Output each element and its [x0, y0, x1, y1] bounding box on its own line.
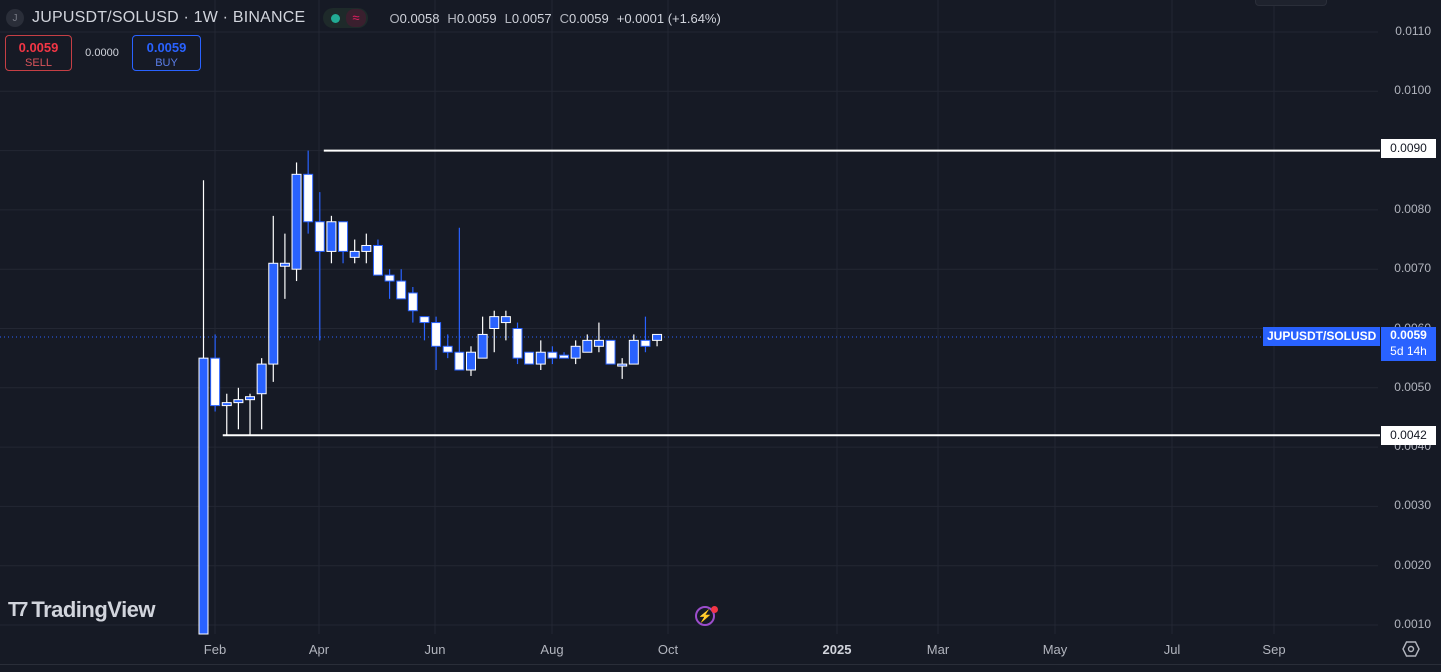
candle	[198, 180, 209, 635]
close-key: C	[559, 10, 569, 26]
tradingview-mark-icon: T7	[8, 598, 28, 621]
candle	[349, 239, 360, 264]
sell-button[interactable]: 0.0059 SELL	[5, 35, 72, 71]
chart-header: J JUPUSDT/SOLUSD · 1W · BINANCE ≈ O0.005…	[6, 6, 721, 30]
candle	[210, 334, 221, 412]
candle	[326, 215, 337, 264]
tradingview-logo[interactable]: T7 TradingView	[8, 597, 156, 623]
candle	[628, 334, 639, 365]
top-toolbar-widget[interactable]	[1255, 0, 1327, 6]
axis-separator	[0, 664, 1441, 665]
candle	[477, 316, 488, 359]
resistance-line-label[interactable]: 0.0090	[1381, 139, 1436, 158]
change-value: +0.0001 (+1.64%)	[616, 10, 721, 26]
candle	[535, 340, 546, 371]
candle	[524, 351, 535, 365]
buy-button[interactable]: 0.0059 BUY	[132, 35, 201, 71]
open-key: O	[389, 10, 400, 26]
bar-countdown: 5d 14h	[1390, 344, 1427, 358]
candle	[454, 227, 465, 371]
buy-label: BUY	[155, 57, 178, 69]
candle	[512, 322, 523, 365]
current-price-value: 0.0059	[1390, 328, 1427, 342]
candle	[384, 269, 395, 299]
candle	[593, 322, 604, 353]
candle	[245, 393, 256, 436]
settings-hex-icon[interactable]	[1402, 640, 1420, 658]
candle	[640, 316, 651, 353]
trade-panel: 0.0059 SELL 0.0000 0.0059 BUY	[5, 35, 201, 71]
time-tick-label: Mar	[926, 642, 950, 657]
close-value: 0.0059	[568, 10, 609, 26]
symbol-price-tag: JUPUSDT/SOLUSD	[1263, 327, 1381, 346]
candle	[547, 346, 558, 365]
symbol-logo-icon[interactable]: J	[6, 9, 24, 27]
open-value: 0.0058	[399, 10, 440, 26]
time-tick-label: Aug	[540, 642, 564, 657]
ohlc-legend: O0.0058 H0.0059 L0.0057 C0.0059 +0.0001 …	[390, 11, 721, 26]
candle	[361, 233, 372, 264]
buy-price: 0.0059	[146, 40, 187, 55]
high-value: 0.0059	[456, 10, 497, 26]
candle	[221, 393, 232, 436]
spread-value: 0.0000	[85, 47, 119, 59]
candle	[570, 340, 581, 365]
time-tick-label: Feb	[203, 642, 227, 657]
high-key: H	[447, 10, 457, 26]
candle	[396, 269, 407, 300]
wave-icon: ≈	[346, 9, 366, 27]
low-key: L	[504, 10, 512, 26]
candle	[465, 346, 476, 376]
low-value: 0.0057	[511, 10, 552, 26]
time-tick-label: Apr	[308, 642, 330, 657]
time-tick-label: May	[1042, 642, 1068, 657]
candle	[291, 162, 302, 282]
candle	[605, 339, 616, 365]
candle	[431, 316, 442, 371]
candle	[617, 358, 628, 379]
market-status[interactable]: ≈	[323, 8, 368, 28]
symbol-title[interactable]: JUPUSDT/SOLUSD · 1W · BINANCE	[32, 9, 306, 26]
candle	[256, 358, 267, 430]
sell-price: 0.0059	[18, 40, 59, 55]
candle	[279, 233, 290, 299]
current-price-tag: 0.0059 5d 14h	[1381, 327, 1436, 361]
price-tick-label: 0.0020	[1394, 557, 1431, 572]
price-tick-label: 0.0050	[1394, 379, 1431, 394]
price-tick-label: 0.0010	[1394, 617, 1431, 631]
candle	[652, 333, 663, 347]
candle	[582, 334, 593, 353]
candle	[268, 215, 279, 382]
notification-dot-icon	[711, 606, 718, 613]
price-tick-label: 0.0070	[1394, 261, 1431, 276]
candle	[500, 310, 511, 341]
price-tick-label: 0.0100	[1394, 83, 1431, 98]
price-tick-label: 0.0110	[1395, 24, 1431, 38]
candle	[489, 310, 500, 353]
candle	[303, 150, 314, 234]
support-line-label[interactable]: 0.0042	[1381, 426, 1436, 445]
candle	[314, 192, 325, 341]
candle	[419, 316, 430, 341]
time-tick-label: Jun	[424, 642, 446, 657]
time-tick-label: Oct	[657, 642, 679, 657]
candle	[338, 221, 349, 264]
time-tick-label: 2025	[822, 642, 852, 657]
candle	[372, 239, 383, 276]
candle	[559, 352, 570, 359]
tradingview-wordmark: TradingView	[31, 597, 156, 622]
candle	[407, 286, 418, 323]
sell-label: SELL	[25, 57, 52, 69]
candle	[442, 334, 453, 359]
candle	[233, 387, 244, 430]
time-tick-label: Jul	[1163, 642, 1181, 657]
price-tick-label: 0.0080	[1394, 201, 1431, 216]
price-tick-label: 0.0030	[1394, 498, 1431, 513]
lightning-icon[interactable]: ⚡	[695, 606, 715, 626]
market-open-dot-icon	[331, 13, 341, 23]
time-tick-label: Sep	[1262, 642, 1286, 657]
